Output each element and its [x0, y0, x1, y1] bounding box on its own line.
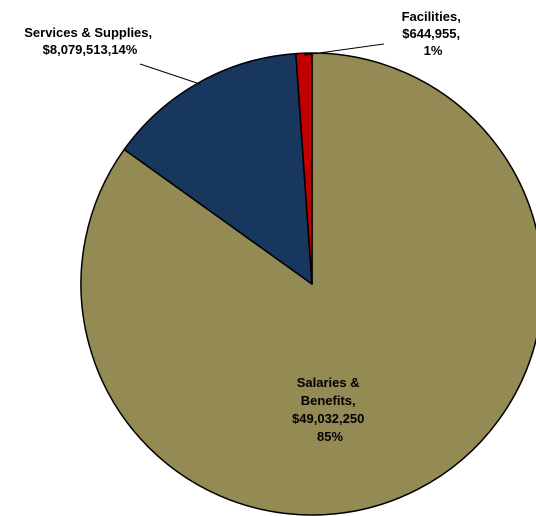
- slice-label-facilities: Facilities, $644,955, 1%: [402, 9, 465, 58]
- pie-slices: [80, 52, 536, 516]
- leader-line-facilities: [303, 43, 385, 56]
- slice-services-supplies: [123, 52, 313, 285]
- leader-lines: [139, 43, 385, 85]
- leader-line-services-supplies: [139, 63, 201, 85]
- slice-facilities: [295, 52, 313, 285]
- slice-label-salaries-benefits: Salaries & Benefits, $49,032,250 85%: [292, 375, 368, 444]
- slice-salaries-benefits: [80, 52, 536, 516]
- slice-label-services-supplies: Services & Supplies, $8,079,513,14%: [24, 25, 156, 57]
